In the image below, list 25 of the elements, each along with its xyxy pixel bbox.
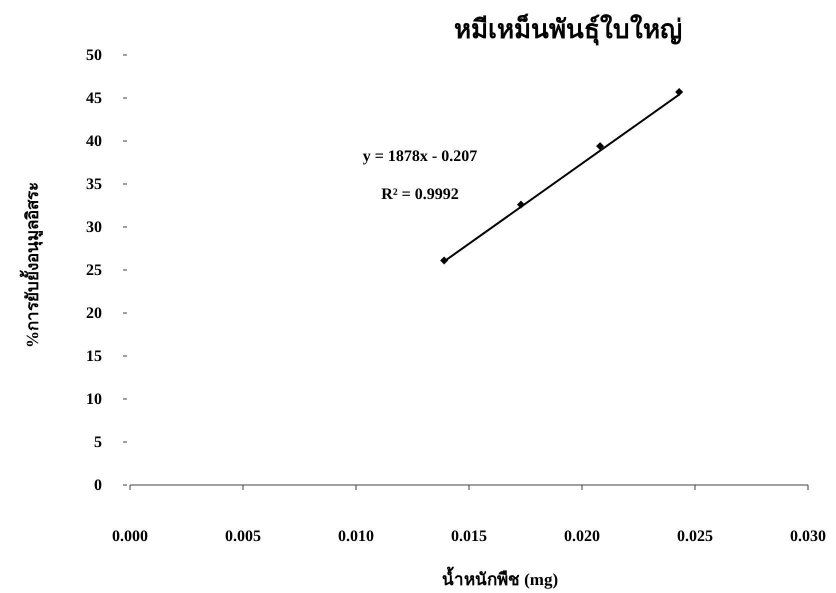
y-tick-label: 0 xyxy=(94,477,102,494)
x-tick-label: 0.020 xyxy=(564,528,600,545)
y-tick-label: 40 xyxy=(86,133,102,150)
y-tick-label: 35 xyxy=(86,176,102,193)
x-tick-label: 0.000 xyxy=(112,528,148,545)
y-tick-label: 5 xyxy=(94,434,102,451)
point xyxy=(675,88,684,96)
annotation: R² = 0.9992 xyxy=(381,186,459,203)
x-axis-title: น้ำหนักพืช (mg) xyxy=(442,566,558,589)
annotation: y = 1878x - 0.207 xyxy=(362,148,478,165)
y-tick-label: 15 xyxy=(86,348,102,365)
y-tick-label: 20 xyxy=(86,305,102,322)
point xyxy=(596,142,604,150)
y-axis-title: %การยับยั้งอนุมูลอิสระ xyxy=(19,182,44,348)
y-tick-label: 45 xyxy=(86,90,102,107)
x-tick-label: 0.005 xyxy=(225,528,261,545)
y-tick-label: 30 xyxy=(86,219,102,236)
y-tick-label: 10 xyxy=(86,391,102,408)
x-tick-label: 0.025 xyxy=(677,528,713,545)
y-tick-label: 25 xyxy=(86,262,102,279)
y-tick-label: 50 xyxy=(86,47,102,64)
x-tick-label: 0.010 xyxy=(338,528,374,545)
x-tick-label: 0.015 xyxy=(451,528,487,545)
x-tick-label: 0.030 xyxy=(790,528,826,545)
chart-title: หมีเหม็นพันธุ์ใบใหญ่ xyxy=(454,13,682,46)
